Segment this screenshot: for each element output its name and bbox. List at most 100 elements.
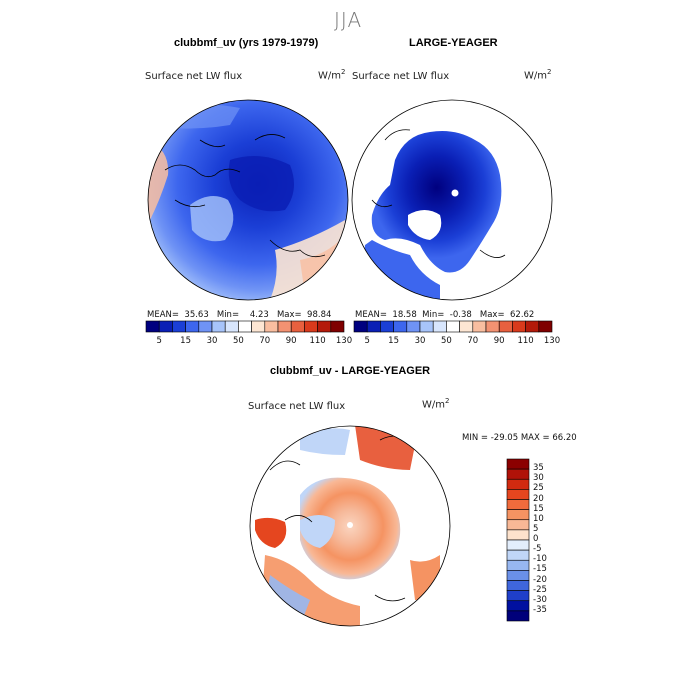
colorbar-tick-label: 50 [232,336,244,346]
colorbar-cell [538,320,553,333]
panel2-stats: MEAN= 18.58 Min= -0.38 Max= 62.62 [355,310,535,320]
colorbar-cell [506,529,530,541]
colorbar-tick-label: -35 [533,604,547,615]
colorbar-cell [506,600,530,612]
panel2-title: LARGE-YEAGER [409,37,498,49]
colorbar-tick-label: 15 [533,503,544,514]
colorbar-tick-label: 5 [364,336,370,346]
colorbar-cell [506,489,530,500]
colorbar-tick-label: 50 [440,336,452,346]
colorbar-cell [498,320,513,333]
colorbar-cell [459,320,474,333]
colorbar-cell [506,570,530,581]
colorbar-tick-label: 30 [414,336,426,346]
panel3-units: W/m2 [422,397,450,411]
colorbar-cell [290,320,305,333]
colorbar-tick-label: 110 [517,336,534,346]
figure-title: JJA [334,8,363,32]
colorbar-cell [380,320,394,333]
colorbar-tick-label: 30 [206,336,218,346]
panel2-units: W/m2 [524,68,552,82]
colorbar-tick-label: 130 [335,336,353,346]
panel1-subtitle: Surface net LW flux [145,71,243,82]
colorbar-tick-label: 30 [533,473,544,484]
colorbar-tick-label: 0 [533,534,539,544]
panel2-subtitle: Surface net LW flux [352,71,450,82]
colorbar-cell [446,320,460,333]
colorbar-cell [406,320,421,333]
colorbar-cell [472,320,487,333]
colorbar-cell [185,320,200,333]
colorbar-cell [198,320,213,333]
colorbar-cell [264,320,279,333]
colorbar-cell [277,320,292,333]
panel1-units: W/m2 [318,68,346,82]
panel1-stats: MEAN= 35.63 Min= 4.23 Max= 98.84 [147,310,332,320]
colorbar-cell [393,320,408,333]
colorbar-tick-label: 90 [285,336,297,346]
colorbar-cell [525,320,540,333]
panel3-title: clubbmf_uv - LARGE-YEAGER [270,365,431,377]
panel3-stats: MIN = -29.05 MAX = 66.20 [462,433,577,443]
colorbar-tick-label: -15 [533,564,547,575]
colorbar-cell [506,580,530,591]
colorbar-tick-label: -30 [533,594,547,605]
colorbar-cell [506,458,530,470]
colorbar-cell [506,478,530,490]
panel3-colorbar [506,458,530,622]
panel3-subtitle: Surface net LW flux [248,401,346,412]
colorbar-cell [506,539,530,551]
colorbar-cell [506,559,530,571]
colorbar-cell [419,320,434,333]
colorbar-cell [158,320,173,333]
panel1-title: clubbmf_uv (yrs 1979-1979) [174,37,319,49]
colorbar-cell [506,549,530,561]
colorbar-tick-label: 10 [533,513,544,524]
colorbar-tick-label: 35 [533,463,544,474]
colorbar-cell [506,499,530,510]
colorbar-cell [304,320,318,333]
colorbar-tick-label: 70 [467,336,479,346]
colorbar-cell [366,320,381,333]
colorbar-tick-label: 20 [533,493,544,504]
colorbar-tick-label: 15 [388,336,399,346]
colorbar-cell [485,320,500,333]
panel1-colorbar [145,320,345,333]
colorbar-tick-label: -25 [533,584,547,595]
panel2-border [351,99,553,301]
colorbar-cell [506,519,530,531]
colorbar-cell [432,320,447,333]
colorbar-tick-label: -20 [533,574,547,585]
colorbar-cell [211,320,226,333]
colorbar-cell [506,468,530,480]
colorbar-tick-label: 70 [259,336,271,346]
colorbar-cell [506,590,530,602]
colorbar-tick-label: 90 [493,336,505,346]
colorbar-tick-label: -10 [533,554,547,565]
panel1-border [147,99,349,301]
colorbar-cell [145,320,160,333]
colorbar-cell [172,320,186,333]
panel2-colorbar [353,320,553,333]
colorbar-cell [224,320,239,333]
panel1-map [148,100,348,300]
colorbar-cell [317,320,332,333]
colorbar-tick-label: 15 [180,336,191,346]
colorbar-cell [506,610,530,622]
colorbar-cell [512,320,526,333]
panel3-border [249,425,451,627]
colorbar-cell [506,509,530,521]
colorbar-tick-label: -5 [533,544,542,555]
colorbar-cell [330,320,345,333]
colorbar-tick-label: 5 [156,336,162,346]
colorbar-cell [353,320,368,333]
colorbar-tick-label: 25 [533,483,544,494]
colorbar-tick-label: 110 [309,336,326,346]
panel2-map [352,100,552,300]
panel3-map [250,426,450,626]
colorbar-tick-label: 5 [533,523,539,534]
colorbar-tick-label: 130 [543,336,561,346]
colorbar-cell [251,320,266,333]
colorbar-cell [238,320,252,333]
